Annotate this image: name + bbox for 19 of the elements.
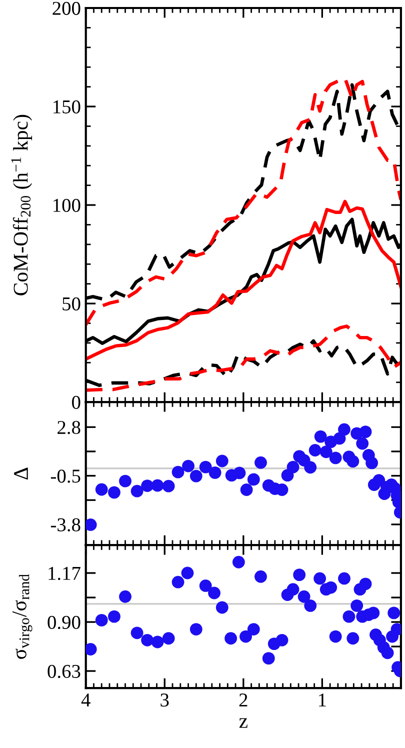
y-tick-label: 200 [52,2,80,15]
y-tick-label: 0 [72,396,80,409]
x-tick-label: 4 [81,694,90,706]
y-tick-label: 0.90 [48,616,80,630]
y-tick-label: 1.17 [48,566,80,580]
y-tick-label: 0.63 [48,664,80,678]
y-axis-title: Δ [14,468,28,480]
y-tick-label: 100 [54,198,80,212]
y-tick-label: -0.5 [50,470,80,483]
y-axis-title: CoM-Off$_{200}$ (h$^{−1}$ kpc) [11,114,32,296]
y-tick-label: 2.8 [58,420,80,434]
y-tick-label: 50 [62,297,80,310]
x-axis-title: z [239,718,248,728]
y-tick-label: 150 [54,100,80,114]
x-tick-label: 2 [239,694,248,706]
y-axis-title: σ$_{virgo}$/σ$_{rand}$ [12,574,32,659]
y-tick-label: -3.8 [50,518,80,532]
x-tick-label: 1 [319,694,326,706]
x-tick-label: 3 [160,694,169,707]
